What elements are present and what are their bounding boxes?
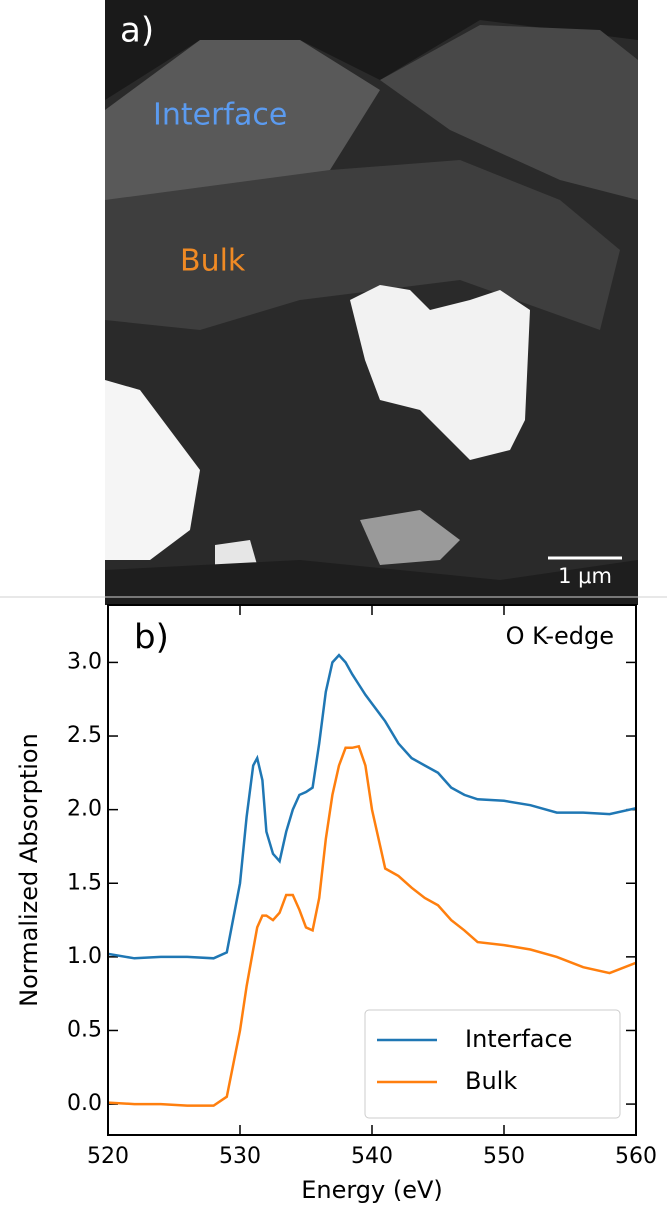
region-label: Bulk — [180, 244, 246, 279]
y-tick-label: 0.5 — [67, 1017, 102, 1042]
scale-bar-label: 1 μm — [558, 564, 612, 588]
micrograph: a) Interface Bulk 1 μm — [105, 0, 638, 605]
y-tick-label: 2.5 — [67, 723, 102, 748]
y-tick-label: 3.0 — [67, 649, 102, 674]
y-tick-label: 0.0 — [67, 1091, 102, 1116]
x-tick-label: 540 — [351, 1144, 393, 1169]
plot-frame — [107, 604, 637, 1136]
image-region — [105, 40, 380, 210]
y-axis-label: Normalized Absorption — [15, 733, 43, 1007]
y-tick-label: 2.0 — [67, 797, 102, 822]
annotation: O K-edge — [506, 622, 614, 650]
x-axis-label: Energy (eV) — [301, 1176, 443, 1204]
image-region — [350, 285, 530, 460]
x-tick-label: 520 — [87, 1144, 129, 1169]
image-region — [360, 510, 460, 565]
image-region — [105, 0, 638, 100]
x-tick-label: 560 — [615, 1144, 657, 1169]
y-tick-label: 1.0 — [67, 944, 102, 969]
line-series — [107, 653, 637, 960]
image-region — [105, 160, 620, 330]
legend-label: Bulk — [465, 1067, 517, 1095]
legend: Interface Bulk — [364, 1009, 621, 1119]
image-region — [380, 25, 638, 200]
x-tick-label: 550 — [483, 1144, 525, 1169]
legend-box — [364, 1009, 621, 1119]
legend-label: Interface — [465, 1025, 572, 1053]
region-label: Interface — [153, 98, 287, 133]
image-region — [105, 380, 200, 560]
y-tick-label: 1.5 — [67, 870, 102, 895]
panel-label: a) — [120, 11, 154, 51]
plot: 520 530 540 550 560 0.0 0.5 1.0 1.5 2.0 2.5 3.0 b) O … — [15, 604, 657, 1204]
image-region — [105, 560, 638, 605]
panel-label: b) — [134, 618, 169, 658]
x-tick-label: 530 — [219, 1144, 261, 1169]
line-series — [107, 744, 637, 1107]
